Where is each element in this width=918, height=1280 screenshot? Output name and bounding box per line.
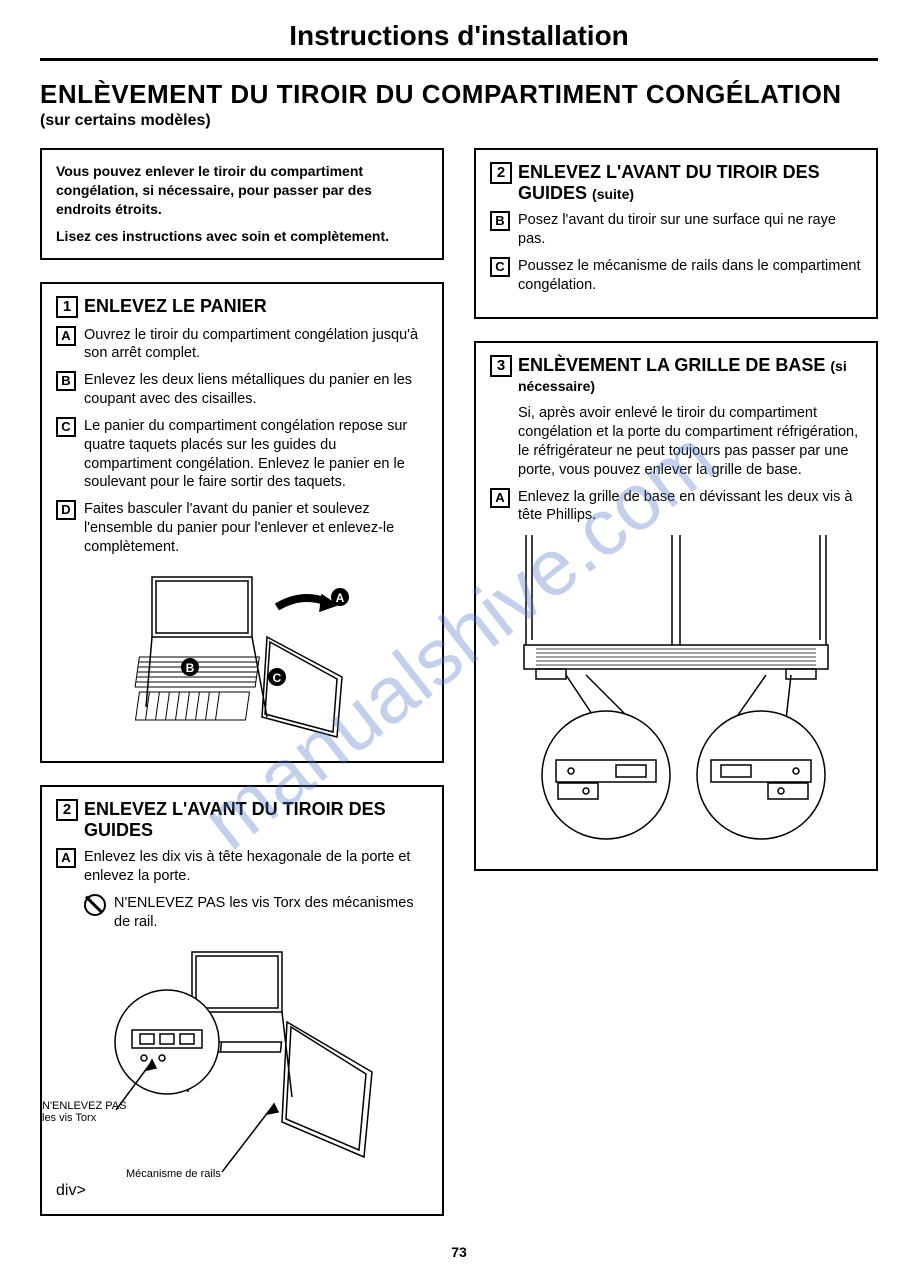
page-number: 73 bbox=[40, 1244, 878, 1260]
letter-a: A bbox=[490, 488, 510, 508]
intro-p1: Vous pouvez enlever le tiroir du compart… bbox=[56, 162, 428, 219]
step2a-label2: Mécanisme de rails bbox=[126, 1168, 221, 1180]
step1-item-b: B Enlevez les deux liens métalliques du … bbox=[56, 371, 428, 409]
step3-intro: Si, après avoir enlevé le tiroir du comp… bbox=[518, 404, 862, 479]
step2b-title: 2 ENLEVEZ L'AVANT DU TIROIR DES GUIDES (… bbox=[490, 162, 862, 203]
title-block: ENLÈVEMENT DU TIROIR DU COMPARTIMENT CON… bbox=[40, 79, 878, 130]
letter-c: C bbox=[56, 417, 76, 437]
letter-c: C bbox=[490, 257, 510, 277]
step3-item-a: A Enlevez la grille de base en dévissant… bbox=[490, 488, 862, 526]
step3-title: 3 ENLÈVEMENT LA GRILLE DE BASE (si néces… bbox=[490, 355, 862, 396]
step2b-c-text: Poussez le mécanisme de rails dans le co… bbox=[518, 257, 862, 295]
step2a-heading: ENLEVEZ L'AVANT DU TIROIR DES GUIDES bbox=[84, 799, 428, 840]
step2b-item-b: B Posez l'avant du tiroir sur une surfac… bbox=[490, 211, 862, 249]
svg-text:B: B bbox=[186, 661, 195, 675]
step2a-diagram bbox=[92, 942, 392, 1182]
right-column: 2 ENLEVEZ L'AVANT DU TIROIR DES GUIDES (… bbox=[474, 148, 878, 1238]
step2a-a-text: Enlevez les dix vis à tête hexagonale de… bbox=[84, 848, 428, 886]
step1-title: 1 ENLEVEZ LE PANIER bbox=[56, 296, 428, 318]
main-title: ENLÈVEMENT DU TIROIR DU COMPARTIMENT CON… bbox=[40, 79, 878, 110]
columns: Vous pouvez enlever le tiroir du compart… bbox=[40, 148, 878, 1238]
step2a-box: 2 ENLEVEZ L'AVANT DU TIROIR DES GUIDES A… bbox=[40, 785, 444, 1216]
step1-num: 1 bbox=[56, 296, 78, 318]
step2b-b-text: Posez l'avant du tiroir sur une surface … bbox=[518, 211, 862, 249]
step3-heading: ENLÈVEMENT LA GRILLE DE BASE (si nécessa… bbox=[518, 355, 862, 396]
step1-box: 1 ENLEVEZ LE PANIER A Ouvrez le tiroir d… bbox=[40, 282, 444, 763]
step2a-item-a: A Enlevez les dix vis à tête hexagonale … bbox=[56, 848, 428, 886]
letter-b: B bbox=[56, 371, 76, 391]
step1-a-text: Ouvrez le tiroir du compartiment congéla… bbox=[84, 326, 428, 364]
step3-a-text: Enlevez la grille de base en dévissant l… bbox=[518, 488, 862, 526]
step2b-box: 2 ENLEVEZ L'AVANT DU TIROIR DES GUIDES (… bbox=[474, 148, 878, 319]
letter-d: D bbox=[56, 500, 76, 520]
letter-b: B bbox=[490, 211, 510, 231]
intro-p2: Lisez ces instructions avec soin et comp… bbox=[56, 227, 428, 246]
page-header: Instructions d'installation bbox=[40, 20, 878, 61]
letter-a: A bbox=[56, 848, 76, 868]
step2b-suite: (suite) bbox=[592, 186, 634, 202]
svg-text:C: C bbox=[273, 671, 282, 685]
step1-c-text: Le panier du compartiment congélation re… bbox=[84, 417, 428, 492]
step3-num: 3 bbox=[490, 355, 512, 377]
step2b-heading: ENLEVEZ L'AVANT DU TIROIR DES GUIDES (su… bbox=[518, 162, 862, 203]
step2a-diagram-wrap: N'ENLEVEZ PAS les vis Torx div> Mécanism… bbox=[56, 942, 428, 1200]
step1-b-text: Enlevez les deux liens métalliques du pa… bbox=[84, 371, 428, 409]
intro-box: Vous pouvez enlever le tiroir du compart… bbox=[40, 148, 444, 260]
subtitle: (sur certains modèles) bbox=[40, 112, 878, 130]
step2b-heading-text: ENLEVEZ L'AVANT DU TIROIR DES GUIDES bbox=[518, 162, 820, 203]
step3-box: 3 ENLÈVEMENT LA GRILLE DE BASE (si néces… bbox=[474, 341, 878, 871]
step1-item-d: D Faites basculer l'avant du panier et s… bbox=[56, 500, 428, 557]
step2b-item-c: C Poussez le mécanisme de rails dans le … bbox=[490, 257, 862, 295]
step2a-warning: N'ENLEVEZ PAS les vis Torx des mécanisme… bbox=[84, 894, 428, 932]
step1-d-text: Faites basculer l'avant du panier et sou… bbox=[84, 500, 428, 557]
step2b-num: 2 bbox=[490, 162, 512, 184]
step2a-warning-text: N'ENLEVEZ PAS les vis Torx des mécanisme… bbox=[114, 894, 428, 932]
step2a-title: 2 ENLEVEZ L'AVANT DU TIROIR DES GUIDES bbox=[56, 799, 428, 840]
step3-diagram bbox=[496, 535, 856, 855]
prohibit-icon bbox=[84, 894, 106, 916]
step1-item-a: A Ouvrez le tiroir du compartiment congé… bbox=[56, 326, 428, 364]
step1-item-c: C Le panier du compartiment congélation … bbox=[56, 417, 428, 492]
step2a-label1: N'ENLEVEZ PAS les vis Torx bbox=[42, 1100, 142, 1124]
letter-a: A bbox=[56, 326, 76, 346]
step3-heading-text: ENLÈVEMENT LA GRILLE DE BASE bbox=[518, 355, 825, 375]
step1-diagram: A B C bbox=[112, 567, 372, 747]
step2a-num: 2 bbox=[56, 799, 78, 821]
left-column: Vous pouvez enlever le tiroir du compart… bbox=[40, 148, 444, 1238]
svg-text:A: A bbox=[336, 591, 345, 605]
step1-heading: ENLEVEZ LE PANIER bbox=[84, 296, 267, 317]
